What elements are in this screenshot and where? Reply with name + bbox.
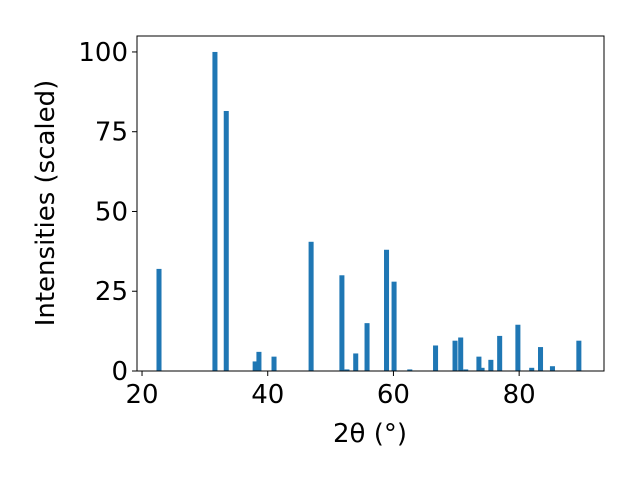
bar (479, 367, 485, 371)
y-tick-label: 100 (78, 38, 128, 68)
bar (339, 275, 345, 371)
bar (353, 353, 359, 371)
bar (252, 361, 258, 371)
bar (384, 249, 390, 371)
bar (576, 340, 582, 371)
bar (308, 241, 314, 371)
bar (458, 337, 464, 371)
plot-frame (136, 35, 605, 372)
bar (452, 340, 458, 371)
y-tick-label: 50 (95, 197, 128, 227)
bar (529, 367, 535, 371)
bar (271, 356, 277, 371)
bar (497, 335, 503, 371)
bar (463, 369, 469, 371)
bar (433, 345, 439, 371)
y-axis-label: Intensities (scaled) (31, 80, 61, 327)
bar (212, 51, 218, 371)
y-tick-label: 0 (111, 357, 128, 387)
bar (488, 359, 494, 371)
bar (549, 366, 555, 371)
bar (344, 369, 350, 371)
bar (538, 347, 544, 371)
bar (364, 323, 370, 371)
x-tick-label: 20 (125, 380, 158, 410)
bar (515, 324, 521, 371)
x-tick-label: 40 (251, 380, 284, 410)
bar (256, 351, 262, 371)
y-tick-label: 75 (95, 118, 128, 148)
bar (407, 369, 413, 371)
x-axis-label: 2θ (°) (333, 419, 407, 449)
bar (223, 110, 229, 371)
y-tick-label: 25 (95, 277, 128, 307)
bar (476, 356, 482, 371)
x-tick-label: 80 (503, 380, 536, 410)
bar (391, 281, 397, 371)
x-tick-label: 60 (377, 380, 410, 410)
bar (156, 268, 162, 371)
